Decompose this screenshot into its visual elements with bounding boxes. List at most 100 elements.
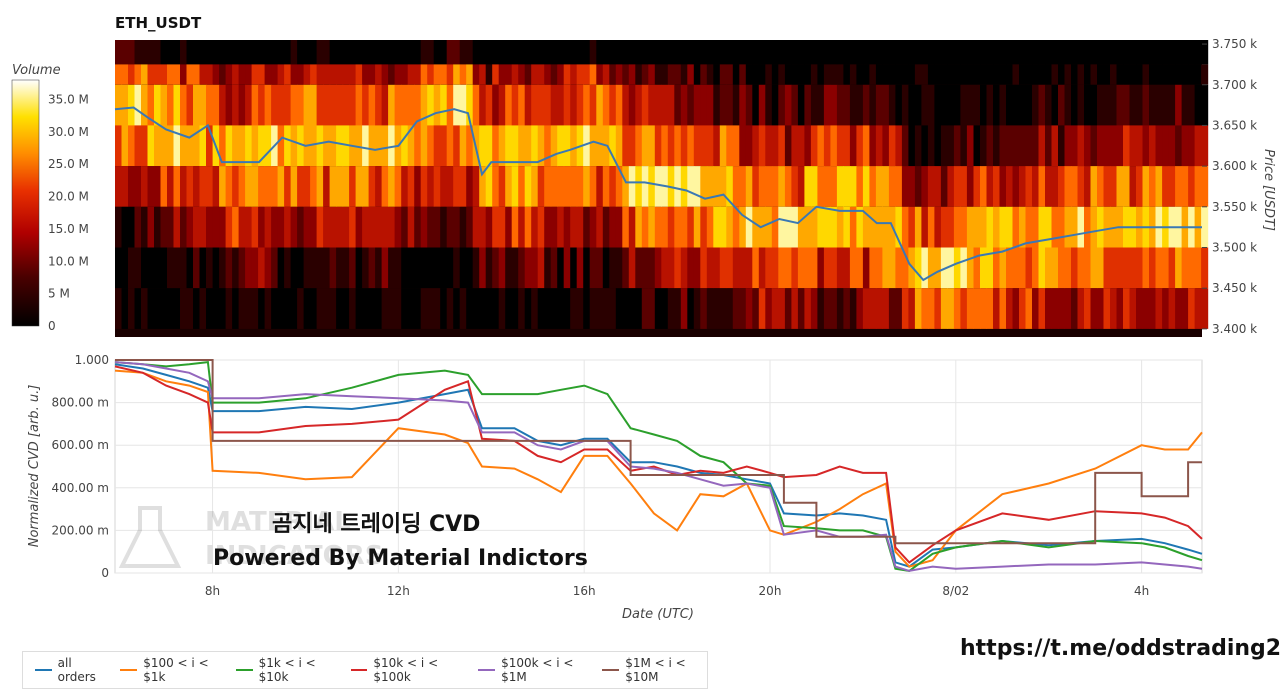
heatmap-cell — [817, 206, 825, 248]
heatmap-cell — [232, 40, 240, 65]
heatmap-cell — [557, 247, 565, 289]
heatmap-cell — [680, 247, 688, 289]
heatmap-cell — [459, 125, 467, 167]
heatmap-cell — [1012, 40, 1020, 65]
price-tick-label: 3.600 k — [1212, 159, 1257, 173]
heatmap-cell — [1090, 206, 1098, 248]
heatmap-cell — [531, 84, 539, 126]
heatmap-cell — [284, 247, 292, 289]
heatmap-cell — [719, 40, 727, 65]
heatmap-cell — [570, 166, 578, 207]
heatmap-cell — [661, 40, 669, 65]
heatmap-cell — [602, 84, 610, 126]
heatmap-cell — [498, 125, 506, 167]
heatmap-cell — [726, 206, 734, 248]
heatmap-cell — [817, 64, 825, 85]
heatmap-cell — [290, 64, 298, 85]
heatmap-cell — [823, 166, 831, 207]
heatmap-cell — [134, 125, 142, 167]
heatmap-cell — [628, 40, 636, 65]
heatmap-cell — [1155, 247, 1163, 289]
heatmap-cell — [589, 247, 597, 289]
heatmap-cell — [999, 247, 1007, 289]
heatmap-cell — [1077, 206, 1085, 248]
heatmap-cell — [154, 40, 162, 65]
heatmap-cell — [875, 64, 883, 85]
price-tick-label: 3.700 k — [1212, 78, 1257, 92]
heatmap-cell — [433, 288, 441, 329]
heatmap-cell — [1084, 206, 1092, 248]
heatmap-cell — [1155, 288, 1163, 329]
heatmap-cell — [290, 84, 298, 126]
heatmap-cell — [186, 247, 194, 289]
heatmap-cell — [1110, 125, 1118, 167]
legend-item[interactable]: all orders — [35, 656, 104, 684]
heatmap-cell — [446, 125, 454, 167]
heatmap-cell — [1168, 247, 1176, 289]
heatmap-cell — [726, 166, 734, 207]
heatmap-cell — [1051, 40, 1059, 65]
heatmap-cell — [492, 125, 500, 167]
heatmap-cell — [160, 84, 168, 126]
legend-item[interactable]: $100 < i < $1k — [120, 656, 219, 684]
heatmap-cell — [1188, 125, 1196, 167]
heatmap-cell — [173, 125, 181, 167]
heatmap-cell — [342, 84, 350, 126]
heatmap-cell — [323, 206, 331, 248]
heatmap-cell — [778, 166, 786, 207]
heatmap-cell — [212, 40, 220, 65]
heatmap-cell — [576, 166, 584, 207]
heatmap-cell — [128, 166, 136, 207]
heatmap-cell — [427, 288, 435, 329]
heatmap-cell — [167, 64, 175, 85]
heatmap-cell — [1012, 166, 1020, 207]
heatmap-cell — [1064, 166, 1072, 207]
heatmap-cell — [466, 64, 474, 85]
heatmap-cell — [160, 40, 168, 65]
heatmap-cell — [199, 84, 207, 126]
heatmap-cell — [453, 247, 461, 289]
heatmap-cell — [453, 166, 461, 207]
heatmap-cell — [719, 125, 727, 167]
legend-item[interactable]: $10k < i < $100k — [350, 656, 463, 684]
heatmap-cell — [1032, 64, 1040, 85]
heatmap-cell — [654, 64, 662, 85]
legend-item[interactable]: $100k < i < $1M — [478, 656, 586, 684]
heatmap-cell — [908, 40, 916, 65]
heatmap-cell — [609, 40, 617, 65]
heatmap-cell — [1006, 206, 1014, 248]
heatmap-cell — [993, 288, 1001, 329]
heatmap-cell — [1149, 84, 1157, 126]
heatmap-cell — [394, 166, 402, 207]
heatmap-cell — [1071, 206, 1079, 248]
cvd-y-tick-label: 0 — [101, 566, 109, 580]
heatmap-cell — [1071, 125, 1079, 167]
heatmap-cell — [680, 84, 688, 126]
heatmap-cell — [797, 288, 805, 329]
heatmap-cell — [726, 247, 734, 289]
price-tick-label: 3.650 k — [1212, 118, 1257, 132]
heatmap-cell — [459, 64, 467, 85]
heatmap-cell — [1188, 288, 1196, 329]
heatmap-cell — [953, 206, 961, 248]
heatmap-cell — [225, 288, 233, 329]
heatmap-cell — [316, 247, 324, 289]
telegram-url[interactable]: https://t.me/oddstrading2 — [960, 636, 1280, 661]
heatmap-cell — [407, 206, 415, 248]
legend-item[interactable]: $1M < i < $10M — [602, 656, 707, 684]
heatmap-cell — [570, 84, 578, 126]
heatmap-cell — [1051, 64, 1059, 85]
heatmap-cell — [953, 288, 961, 329]
heatmap-cell — [180, 288, 188, 329]
heatmap-cell — [635, 125, 643, 167]
heatmap-cell — [1194, 166, 1202, 207]
heatmap-cell — [752, 166, 760, 207]
heatmap-cell — [466, 84, 474, 126]
heatmap-cell — [1116, 288, 1124, 329]
heatmap-cell — [901, 288, 909, 329]
heatmap-cell — [986, 84, 994, 126]
heatmap-cell — [1201, 40, 1209, 65]
heatmap-cell — [966, 288, 974, 329]
legend-item[interactable]: $1k < i < $10k — [235, 656, 335, 684]
heatmap-cell — [778, 84, 786, 126]
